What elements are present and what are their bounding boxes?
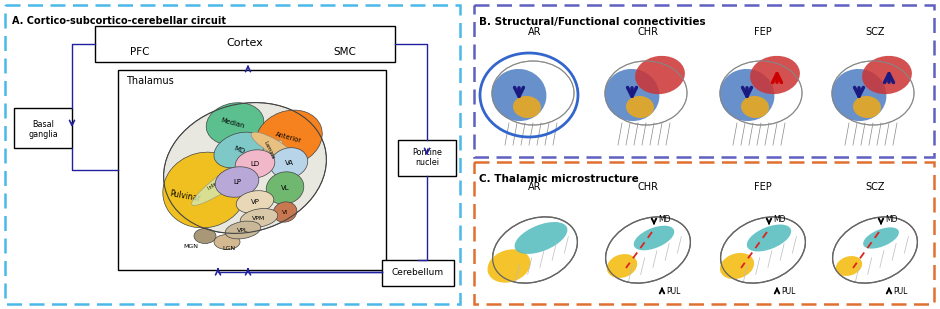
Ellipse shape	[741, 96, 769, 118]
Text: SCZ: SCZ	[865, 27, 885, 37]
Text: VPL: VPL	[237, 227, 249, 232]
Ellipse shape	[163, 152, 247, 228]
Text: CHR: CHR	[637, 27, 659, 37]
Text: LP: LP	[233, 179, 241, 185]
Text: Internal medullary: Internal medullary	[207, 161, 247, 191]
Text: FEP: FEP	[754, 182, 772, 192]
Ellipse shape	[488, 249, 530, 283]
Text: VI: VI	[282, 210, 288, 214]
Text: MGN: MGN	[183, 244, 198, 249]
Ellipse shape	[836, 256, 862, 276]
Ellipse shape	[720, 61, 802, 125]
Text: Basal
ganglia: Basal ganglia	[28, 120, 58, 139]
Text: SCZ: SCZ	[865, 182, 885, 192]
Text: B. Structural/Functional connectivities: B. Structural/Functional connectivities	[479, 17, 706, 27]
Text: MD: MD	[658, 215, 670, 225]
Ellipse shape	[605, 61, 687, 125]
Ellipse shape	[194, 228, 216, 243]
Text: FEP: FEP	[754, 27, 772, 37]
Ellipse shape	[750, 56, 800, 94]
Ellipse shape	[605, 217, 690, 283]
Bar	[382, 260, 454, 286]
Ellipse shape	[270, 148, 307, 178]
Bar	[398, 140, 456, 176]
Ellipse shape	[832, 61, 914, 125]
Text: Thalamus: Thalamus	[126, 76, 174, 86]
Text: AR: AR	[528, 182, 541, 192]
Ellipse shape	[492, 69, 546, 121]
Ellipse shape	[266, 172, 304, 204]
Text: AR: AR	[528, 27, 541, 37]
Ellipse shape	[719, 69, 775, 121]
Text: MD: MD	[773, 215, 786, 225]
Ellipse shape	[215, 167, 258, 197]
Ellipse shape	[833, 217, 917, 283]
Bar	[14, 108, 72, 148]
Text: VA: VA	[285, 160, 293, 166]
Bar	[95, 26, 395, 62]
Ellipse shape	[164, 103, 326, 233]
Ellipse shape	[226, 221, 260, 239]
Ellipse shape	[634, 226, 674, 250]
Ellipse shape	[492, 61, 574, 125]
Ellipse shape	[604, 69, 660, 121]
Text: LD: LD	[250, 161, 259, 167]
Text: C. Thalamic microstructure: C. Thalamic microstructure	[479, 174, 639, 184]
Text: MD: MD	[885, 215, 898, 225]
Ellipse shape	[862, 56, 912, 94]
Ellipse shape	[206, 103, 264, 145]
Text: Median: Median	[221, 117, 245, 129]
Text: Anterior: Anterior	[275, 132, 303, 144]
Ellipse shape	[214, 235, 240, 249]
Ellipse shape	[214, 132, 264, 168]
Ellipse shape	[635, 56, 685, 94]
Text: Pontine
nuclei: Pontine nuclei	[412, 148, 442, 167]
Ellipse shape	[236, 191, 274, 213]
Text: VPM: VPM	[252, 215, 266, 221]
Bar	[474, 5, 934, 157]
Ellipse shape	[514, 222, 568, 254]
Text: Pulvinar: Pulvinar	[169, 189, 201, 203]
Bar	[474, 162, 934, 304]
Ellipse shape	[721, 217, 806, 283]
Text: PUL: PUL	[893, 287, 907, 297]
Text: VL: VL	[281, 185, 290, 191]
Ellipse shape	[241, 209, 278, 227]
Ellipse shape	[746, 225, 791, 252]
Text: LGN: LGN	[223, 246, 236, 251]
Ellipse shape	[832, 69, 886, 121]
Text: Cerebellum: Cerebellum	[392, 268, 444, 277]
Ellipse shape	[256, 110, 322, 166]
Ellipse shape	[251, 132, 295, 160]
Ellipse shape	[607, 254, 637, 278]
Text: PUL: PUL	[666, 287, 681, 297]
Text: CHR: CHR	[637, 182, 659, 192]
Ellipse shape	[493, 217, 577, 283]
Text: PFC: PFC	[131, 47, 149, 57]
Text: SMC: SMC	[334, 47, 356, 57]
Text: MD: MD	[233, 145, 245, 155]
Ellipse shape	[235, 150, 274, 178]
Ellipse shape	[720, 253, 754, 279]
Text: VP: VP	[251, 199, 259, 205]
Ellipse shape	[853, 96, 881, 118]
Bar	[5, 5, 460, 304]
Ellipse shape	[513, 96, 541, 118]
Text: Cortex: Cortex	[227, 38, 263, 48]
Text: Lamina: Lamina	[262, 140, 275, 160]
Text: A. Cortico-subcortico-cerebellar circuit: A. Cortico-subcortico-cerebellar circuit	[12, 16, 226, 26]
Ellipse shape	[626, 96, 654, 118]
Ellipse shape	[863, 227, 899, 249]
Ellipse shape	[274, 202, 297, 222]
Ellipse shape	[192, 141, 282, 205]
Text: PUL: PUL	[781, 287, 795, 297]
Bar	[118, 70, 386, 270]
